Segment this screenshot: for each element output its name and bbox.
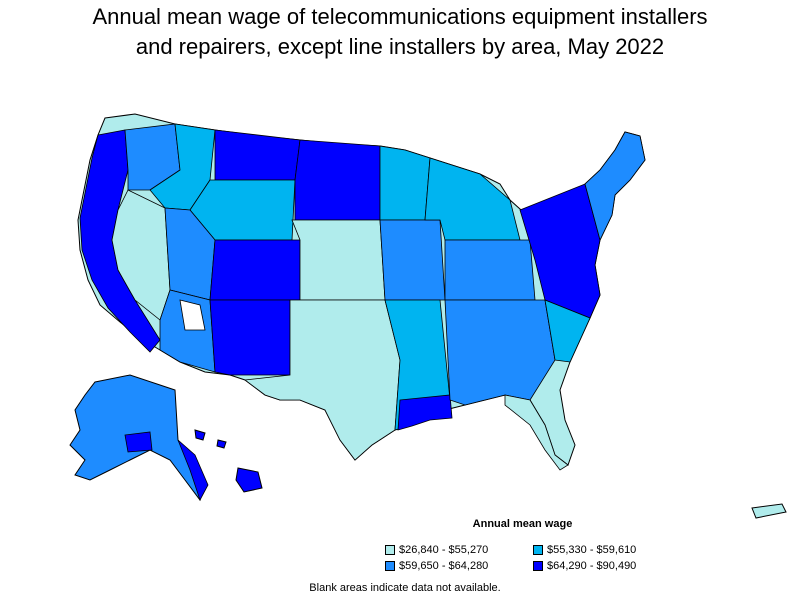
region-ohio-valley bbox=[444, 239, 536, 301]
legend-item-2: $55,330 - $59,610 bbox=[533, 544, 673, 556]
region-alaska-panhandle bbox=[177, 439, 209, 502]
map-title: Annual mean wage of telecommunications e… bbox=[0, 2, 800, 62]
region-blank-area bbox=[179, 299, 206, 331]
legend-label-3: $59,650 - $64,280 bbox=[399, 560, 489, 572]
legend-item-1: $26,840 - $55,270 bbox=[385, 544, 533, 556]
region-alaska-south bbox=[124, 431, 153, 453]
region-dakotas bbox=[294, 139, 381, 221]
legend-swatch-4 bbox=[533, 561, 543, 571]
region-hawaii bbox=[194, 429, 263, 493]
region-iowa-missouri bbox=[379, 219, 446, 301]
choropleth-map bbox=[0, 100, 800, 530]
region-puerto-rico bbox=[751, 503, 787, 519]
legend-label-4: $64,290 - $90,490 bbox=[547, 560, 637, 572]
footnote: Blank areas indicate data not available. bbox=[309, 582, 501, 594]
region-florida bbox=[504, 394, 569, 471]
region-nebraska-kansas bbox=[291, 219, 386, 301]
region-gulf-coast bbox=[397, 394, 453, 431]
legend-item-3: $59,650 - $64,280 bbox=[385, 560, 533, 572]
legend-swatch-2 bbox=[533, 545, 543, 555]
region-colorado bbox=[209, 239, 301, 301]
region-montana bbox=[214, 129, 301, 181]
region-new-england bbox=[584, 131, 646, 242]
region-new-mexico bbox=[209, 299, 291, 376]
legend-title: Annual mean wage bbox=[472, 518, 573, 530]
title-line-2: and repairers, except line installers by… bbox=[135, 34, 665, 59]
legend-grid: $26,840 - $55,270 $55,330 - $59,610 $59,… bbox=[385, 544, 675, 572]
region-carolinas bbox=[544, 299, 591, 363]
title-line-1: Annual mean wage of telecommunications e… bbox=[92, 4, 708, 29]
legend-label-2: $55,330 - $59,610 bbox=[547, 544, 637, 556]
legend-label-1: $26,840 - $55,270 bbox=[399, 544, 489, 556]
legend-item-4: $64,290 - $90,490 bbox=[533, 560, 673, 572]
legend-swatch-3 bbox=[385, 561, 395, 571]
legend-swatch-1 bbox=[385, 545, 395, 555]
region-minnesota bbox=[379, 145, 431, 221]
region-west-coast bbox=[79, 129, 161, 353]
map-svg bbox=[69, 113, 787, 519]
map-legend: Annual mean wage $26,840 - $55,270 $55,3… bbox=[385, 518, 675, 572]
